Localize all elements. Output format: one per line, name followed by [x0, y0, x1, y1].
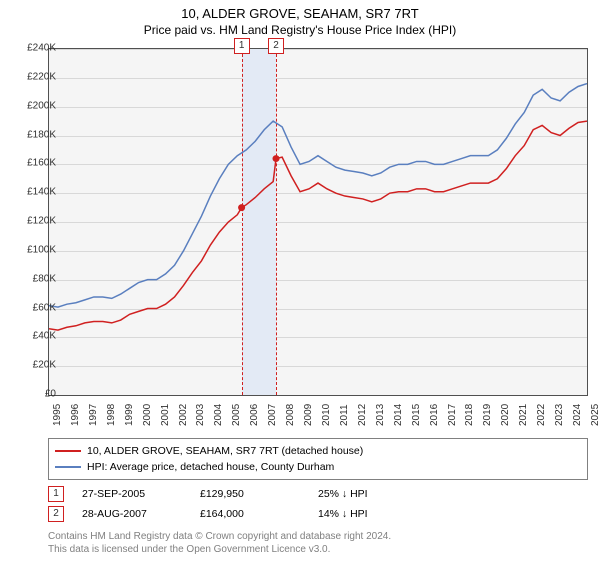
footer-line: This data is licensed under the Open Gov… [48, 543, 588, 556]
x-axis-tick-label: 1995 [52, 404, 63, 426]
y-axis-tick-label: £240K [12, 43, 56, 54]
x-axis-tick-label: 2017 [447, 404, 458, 426]
y-axis-tick-label: £40K [12, 331, 56, 342]
legend-item: 10, ALDER GROVE, SEAHAM, SR7 7RT (detach… [55, 443, 581, 459]
x-axis-tick-label: 1997 [88, 404, 99, 426]
x-axis-tick-label: 2016 [429, 404, 440, 426]
x-axis-tick-label: 2001 [160, 404, 171, 426]
y-axis-tick-label: £60K [12, 302, 56, 313]
x-axis-tick-label: 2010 [321, 404, 332, 426]
event-delta: 14% ↓ HPI [318, 504, 418, 524]
sale-dot [238, 204, 245, 211]
y-axis-tick-label: £160K [12, 158, 56, 169]
x-axis-tick-label: 2013 [375, 404, 386, 426]
chart-plot-area [48, 48, 588, 396]
x-axis-tick-label: 2004 [213, 404, 224, 426]
x-axis-tick-label: 2005 [231, 404, 242, 426]
x-axis-tick-label: 2020 [500, 404, 511, 426]
x-axis-tick-label: 2002 [178, 404, 189, 426]
sale-dot [273, 155, 280, 162]
y-axis-tick-label: £100K [12, 244, 56, 255]
x-axis-tick-label: 2007 [267, 404, 278, 426]
x-axis-tick-label: 2011 [339, 404, 350, 426]
x-axis-tick-label: 2023 [554, 404, 565, 426]
series-line-hpi [49, 84, 587, 307]
footer: Contains HM Land Registry data © Crown c… [48, 530, 588, 556]
x-axis-tick-label: 2009 [303, 404, 314, 426]
event-number-box: 1 [48, 486, 64, 502]
event-price: £129,950 [200, 484, 300, 504]
y-axis-tick-label: £0 [12, 389, 56, 400]
event-marker-box: 2 [268, 38, 284, 54]
x-axis-tick-label: 2018 [464, 404, 475, 426]
x-axis-tick-label: 2014 [393, 404, 404, 426]
y-axis-tick-label: £200K [12, 100, 56, 111]
x-axis-tick-label: 2006 [249, 404, 260, 426]
event-row: 2 28-AUG-2007 £164,000 14% ↓ HPI [48, 504, 588, 524]
chart-subtitle: Price paid vs. HM Land Registry's House … [0, 23, 600, 37]
chart-title: 10, ALDER GROVE, SEAHAM, SR7 7RT [0, 6, 600, 21]
x-axis-tick-label: 2021 [518, 404, 529, 426]
event-date: 28-AUG-2007 [82, 504, 182, 524]
legend: 10, ALDER GROVE, SEAHAM, SR7 7RT (detach… [48, 438, 588, 480]
x-axis-tick-label: 2012 [357, 404, 368, 426]
x-axis-tick-label: 2022 [536, 404, 547, 426]
event-price: £164,000 [200, 504, 300, 524]
event-marker-box: 1 [234, 38, 250, 54]
legend-item: HPI: Average price, detached house, Coun… [55, 459, 581, 475]
x-axis-tick-label: 2008 [285, 404, 296, 426]
event-number-box: 2 [48, 506, 64, 522]
events-table: 1 27-SEP-2005 £129,950 25% ↓ HPI 2 28-AU… [48, 484, 588, 524]
series-line-property [49, 121, 587, 330]
x-axis-tick-label: 1996 [70, 404, 81, 426]
x-axis-tick-label: 2000 [142, 404, 153, 426]
x-axis-tick-label: 2003 [195, 404, 206, 426]
footer-line: Contains HM Land Registry data © Crown c… [48, 530, 588, 543]
y-axis-tick-label: £120K [12, 216, 56, 227]
x-axis-tick-label: 2025 [590, 404, 600, 426]
y-axis-tick-label: £180K [12, 129, 56, 140]
x-axis-tick-label: 1998 [106, 404, 117, 426]
y-axis-tick-label: £20K [12, 360, 56, 371]
event-row: 1 27-SEP-2005 £129,950 25% ↓ HPI [48, 484, 588, 504]
x-axis-tick-label: 1999 [124, 404, 135, 426]
event-date: 27-SEP-2005 [82, 484, 182, 504]
y-axis-tick-label: £220K [12, 71, 56, 82]
legend-label: 10, ALDER GROVE, SEAHAM, SR7 7RT (detach… [87, 443, 363, 459]
x-axis-tick-label: 2024 [572, 404, 583, 426]
y-axis-tick-label: £80K [12, 273, 56, 284]
x-axis-tick-label: 2015 [411, 404, 422, 426]
y-axis-tick-label: £140K [12, 187, 56, 198]
x-axis-tick-label: 2019 [482, 404, 493, 426]
legend-label: HPI: Average price, detached house, Coun… [87, 459, 334, 475]
event-delta: 25% ↓ HPI [318, 484, 418, 504]
